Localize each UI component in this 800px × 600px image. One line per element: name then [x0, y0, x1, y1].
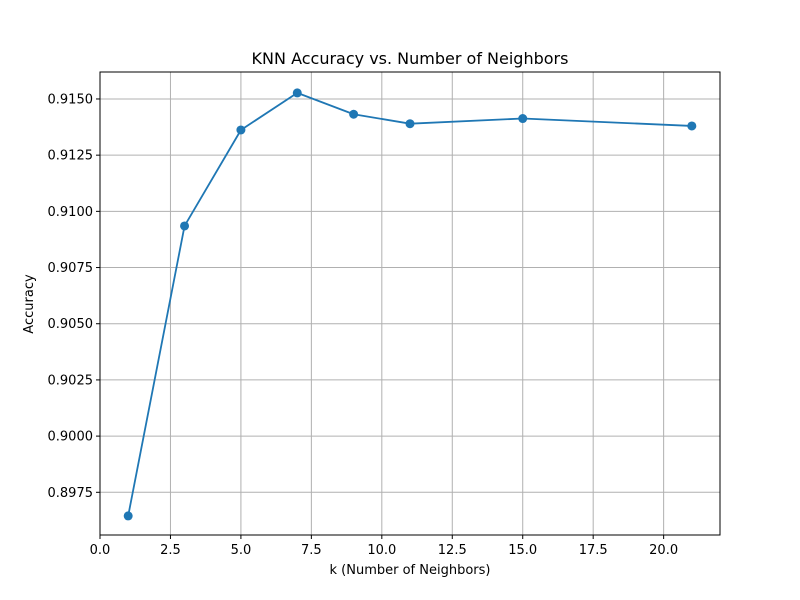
data-point [687, 121, 697, 131]
y-tick-label: 0.9150 [48, 92, 94, 107]
x-tick-label: 0.0 [90, 543, 111, 558]
data-point [405, 119, 415, 129]
plot-frame [99, 71, 721, 536]
x-tick-label: 2.5 [160, 543, 181, 558]
chart-title: KNN Accuracy vs. Number of Neighbors [252, 49, 569, 68]
series-layer [123, 88, 697, 521]
y-tick-label: 0.9000 [48, 430, 94, 445]
data-point [123, 511, 133, 521]
y-tick-label: 0.8975 [48, 486, 94, 501]
y-tick-label: 0.9100 [48, 205, 94, 220]
data-point [236, 125, 246, 135]
data-point [180, 221, 190, 231]
x-tick-label: 10.0 [367, 543, 396, 558]
x-tick-label: 20.0 [649, 543, 678, 558]
y-tick-label: 0.9125 [48, 149, 94, 164]
data-point [349, 109, 359, 119]
y-tick-label: 0.9050 [48, 317, 94, 332]
x-tick-label: 7.5 [301, 543, 322, 558]
series-line [127, 92, 692, 517]
y-tick-label: 0.9025 [48, 373, 94, 388]
ticks: 0.0 2.5 5.0 7.5 10.0 12.5 15.0 17.5 20.0 0.8975 0.… [48, 92, 679, 558]
grid [99, 72, 720, 535]
x-axis-label: k (Number of Neighbors) [330, 563, 491, 578]
x-tick-label: 12.5 [438, 543, 467, 558]
y-axis-label: Accuracy [22, 274, 37, 334]
data-point [292, 88, 302, 98]
x-tick-label: 5.0 [231, 543, 252, 558]
data-point [518, 114, 528, 124]
y-tick-label: 0.9075 [48, 261, 94, 276]
x-tick-label: 17.5 [579, 543, 608, 558]
x-tick-label: 15.0 [508, 543, 537, 558]
